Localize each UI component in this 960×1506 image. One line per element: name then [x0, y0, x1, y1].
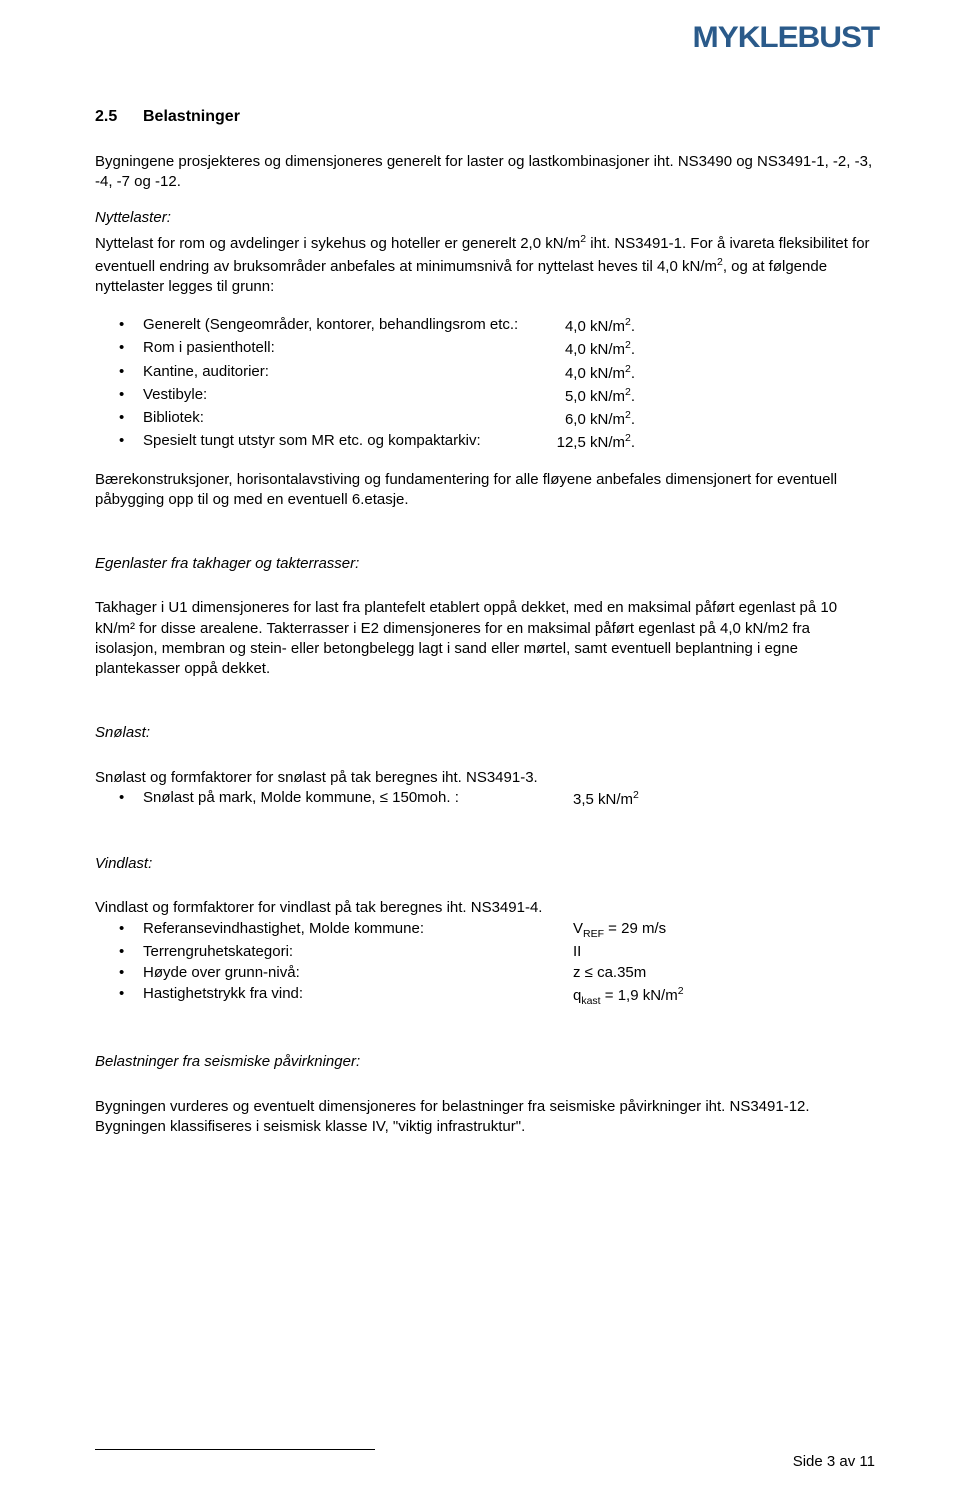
vindlast-list: Referansevindhastighet, Molde kommune:VR… [95, 919, 875, 1009]
list-item: Hastighetstrykk fra vind:qkast = 1,9 kN/… [119, 984, 875, 1008]
list-item: Rom i pasienthotell:4,0 kN/m2. [119, 338, 875, 360]
footer-rule [95, 1449, 375, 1450]
seismisk-paragraph: Bygningen vurderes og eventuelt dimensjo… [95, 1097, 875, 1138]
list-item: Bibliotek:6,0 kN/m2. [119, 408, 875, 430]
list-item: Snølast på mark, Molde kommune, ≤ 150moh… [119, 788, 875, 810]
list-item: Kantine, auditorier:4,0 kN/m2. [119, 362, 875, 384]
nyttelaster-heading: Nyttelaster: [95, 208, 875, 228]
section-heading: 2.5Belastninger [95, 106, 875, 128]
egenlaster-heading: Egenlaster fra takhager og takterrasser: [95, 554, 875, 574]
list-item: Spesielt tungt utstyr som MR etc. og kom… [119, 431, 875, 453]
snolast-heading: Snølast: [95, 723, 875, 743]
brand-logo: MYKLEBUST [693, 18, 880, 59]
egenlaster-paragraph: Takhager i U1 dimensjoneres for last fra… [95, 598, 875, 679]
list-item: Terrengruhetskategori:II [119, 942, 875, 962]
list-item: Generelt (Sengeområder, kontorer, behand… [119, 315, 875, 337]
vindlast-paragraph: Vindlast og formfaktorer for vindlast på… [95, 898, 875, 918]
page-number: Side 3 av 11 [793, 1452, 875, 1472]
vindlast-heading: Vindlast: [95, 854, 875, 874]
section-title: Belastninger [143, 108, 240, 125]
snolast-paragraph: Snølast og formfaktorer for snølast på t… [95, 768, 875, 788]
seismisk-heading: Belastninger fra seismiske påvirkninger: [95, 1052, 875, 1072]
list-item: Referansevindhastighet, Molde kommune:VR… [119, 919, 875, 941]
list-item: Vestibyle:5,0 kN/m2. [119, 385, 875, 407]
nyttelaster-paragraph: Nyttelast for rom og avdelinger i sykehu… [95, 232, 875, 297]
load-list: Generelt (Sengeområder, kontorer, behand… [95, 315, 875, 454]
intro-paragraph: Bygningene prosjekteres og dimensjoneres… [95, 152, 875, 193]
snolast-list: Snølast på mark, Molde kommune, ≤ 150moh… [95, 788, 875, 810]
list-item: Høyde over grunn-nivå:z ≤ ca.35m [119, 963, 875, 983]
section-number: 2.5 [95, 106, 143, 128]
baere-paragraph: Bærekonstruksjoner, horisontalavstiving … [95, 470, 875, 511]
